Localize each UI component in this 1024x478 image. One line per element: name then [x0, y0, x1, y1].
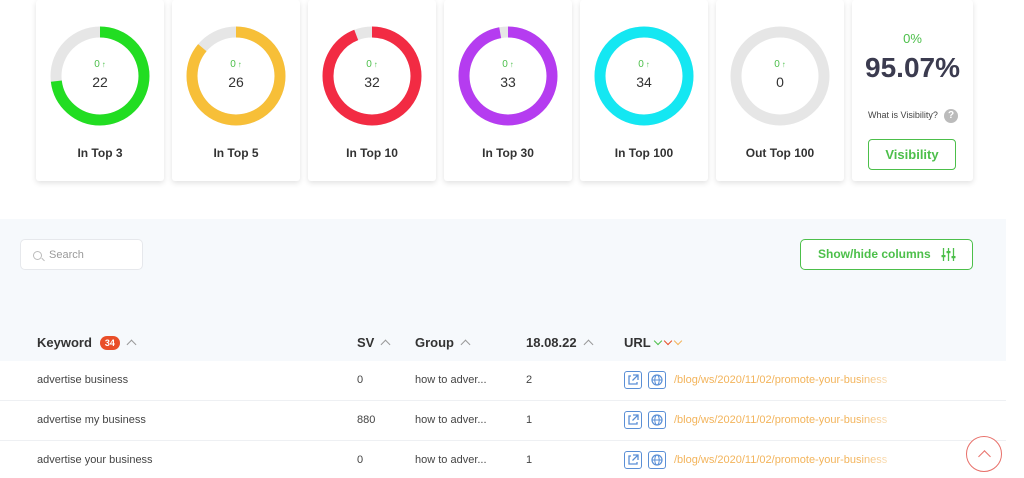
visibility-delta: 0%: [903, 31, 922, 46]
position-cell: 2: [526, 374, 533, 386]
visibility-button[interactable]: Visibility: [868, 139, 956, 170]
keyword-header-label: Keyword: [37, 335, 92, 350]
group-cell: how to adver...: [415, 374, 487, 386]
table-row: advertise business 0 how to adver... 2 /…: [0, 361, 1006, 401]
count-value: 26: [228, 73, 244, 90]
search-icon: [33, 251, 42, 260]
card-in-top-30: 0 ↑ 33 In Top 30: [444, 0, 572, 181]
search-input[interactable]: Search: [20, 239, 143, 270]
column-url[interactable]: URL: [624, 335, 682, 350]
external-link-icon[interactable]: [624, 371, 642, 389]
card-label: Out Top 100: [745, 146, 815, 160]
sort-asc-icon[interactable]: [460, 339, 471, 350]
search-placeholder: Search: [49, 249, 84, 261]
arrow-up-icon: ↑: [509, 59, 514, 69]
arrow-up-icon: ↑: [781, 59, 786, 69]
keyword-count-badge: 34: [99, 336, 120, 350]
keyword-cell: advertise your business: [37, 454, 153, 466]
sliders-icon: [941, 248, 956, 261]
arrow-up-icon: ↑: [237, 59, 242, 69]
sv-cell: 0: [357, 374, 364, 386]
card-label: In Top 10: [346, 146, 398, 160]
external-link-icon[interactable]: [624, 411, 642, 429]
ring-chart: [730, 26, 830, 126]
count-value: 0: [776, 73, 784, 90]
column-date[interactable]: 18.08.22: [526, 335, 594, 350]
arrow-up-icon: ↑: [373, 59, 378, 69]
chevron-up-icon: [978, 450, 991, 463]
card-label: In Top 30: [482, 146, 534, 160]
position-cell: 1: [526, 454, 533, 466]
keywords-panel: Search Show/hide columns Keyword 34 SV Gr…: [0, 219, 1006, 478]
column-keyword[interactable]: Keyword 34: [37, 335, 137, 350]
count-value: 22: [92, 73, 108, 90]
scroll-to-top-button[interactable]: [966, 436, 1002, 472]
table-row: advertise your business 0 how to adver..…: [0, 441, 1006, 478]
show-hide-columns-button[interactable]: Show/hide columns: [800, 239, 973, 270]
visibility-question: What is Visibility?: [868, 110, 938, 120]
sort-asc-icon[interactable]: [380, 339, 391, 350]
count-value: 34: [636, 73, 652, 90]
group-cell: how to adver...: [415, 454, 487, 466]
card-label: In Top 3: [77, 146, 123, 160]
ring-chart: [186, 26, 286, 126]
delta-value: 0: [94, 58, 100, 70]
sort-asc-icon[interactable]: [583, 339, 594, 350]
count-value: 33: [500, 73, 516, 90]
card-out-top-100: 0 ↑ 0 Out Top 100: [716, 0, 844, 181]
position-cell: 1: [526, 414, 533, 426]
visibility-card: 0% 95.07% What is Visibility? ? Visibili…: [852, 0, 973, 181]
table-row: advertise my business 880 how to adver..…: [0, 401, 1006, 441]
keyword-cell: advertise my business: [37, 414, 146, 426]
url-link[interactable]: /blog/ws/2020/11/02/promote-your-busines…: [674, 414, 888, 426]
external-link-icon[interactable]: [624, 451, 642, 469]
card-in-top-100: 0 ↑ 34 In Top 100: [580, 0, 708, 181]
group-header-label: Group: [415, 335, 454, 350]
show-hide-columns-label: Show/hide columns: [818, 247, 931, 261]
group-cell: how to adver...: [415, 414, 487, 426]
help-icon[interactable]: ?: [944, 109, 958, 123]
delta-value: 0: [774, 58, 780, 70]
card-in-top-3: 0 ↑ 22 In Top 3: [36, 0, 164, 181]
column-sv[interactable]: SV: [357, 335, 391, 350]
globe-icon[interactable]: [648, 451, 666, 469]
sv-header-label: SV: [357, 335, 375, 350]
chevron-down-icon[interactable]: [673, 336, 682, 346]
summary-cards: 0 ↑ 22 In Top 3 0 ↑ 26 In Top 5 0 ↑ 32 In T…: [36, 0, 973, 181]
visibility-percent: 95.07%: [865, 52, 960, 83]
url-link[interactable]: /blog/ws/2020/11/02/promote-your-busines…: [674, 454, 888, 466]
sort-asc-icon[interactable]: [126, 339, 137, 350]
delta-value: 0: [230, 58, 236, 70]
url-link[interactable]: /blog/ws/2020/11/02/promote-your-busines…: [674, 374, 888, 386]
sv-cell: 0: [357, 454, 364, 466]
card-label: In Top 100: [614, 146, 674, 160]
globe-icon[interactable]: [648, 371, 666, 389]
ring-chart: [458, 26, 558, 126]
url-header-label: URL: [624, 335, 651, 350]
card-in-top-5: 0 ↑ 26 In Top 5: [172, 0, 300, 181]
column-group[interactable]: Group: [415, 335, 471, 350]
date-header-label: 18.08.22: [526, 335, 577, 350]
ring-chart: [594, 26, 694, 126]
card-label: In Top 5: [213, 146, 259, 160]
delta-value: 0: [638, 58, 644, 70]
chevron-down-icon[interactable]: [653, 336, 662, 346]
ring-chart: [50, 26, 150, 126]
arrow-up-icon: ↑: [645, 59, 650, 69]
chevron-down-icon[interactable]: [663, 336, 672, 346]
keyword-cell: advertise business: [37, 374, 129, 386]
ring-chart: [322, 26, 422, 126]
count-value: 32: [364, 73, 380, 90]
arrow-up-icon: ↑: [101, 59, 106, 69]
delta-value: 0: [502, 58, 508, 70]
table-header: Keyword 34 SV Group 18.08.22 URL: [0, 325, 1006, 361]
delta-value: 0: [366, 58, 372, 70]
globe-icon[interactable]: [648, 411, 666, 429]
card-in-top-10: 0 ↑ 32 In Top 10: [308, 0, 436, 181]
sv-cell: 880: [357, 414, 376, 426]
